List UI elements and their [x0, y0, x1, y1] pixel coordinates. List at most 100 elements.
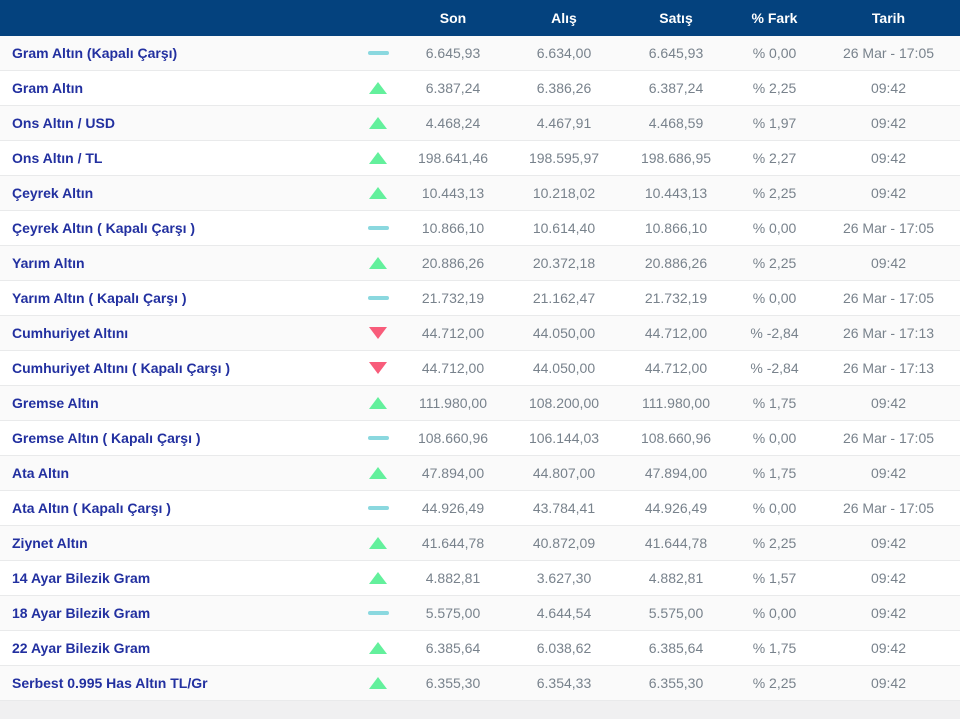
son-value: 47.894,00	[421, 465, 485, 481]
tarih-value: 09:42	[870, 640, 907, 656]
fark-value: % 2,25	[752, 255, 797, 271]
alis-value: 44.050,00	[532, 325, 596, 341]
table-row[interactable]: Yarım Altın 20.886,26 20.372,18 20.886,26 % …	[0, 246, 960, 281]
trend-cell	[358, 642, 398, 654]
son-value: 41.644,78	[421, 535, 485, 551]
table-row[interactable]: 22 Ayar Bilezik Gram 6.385,64 6.038,62 6.38…	[0, 631, 960, 666]
satis-value: 44.712,00	[644, 325, 708, 341]
table-row[interactable]: Ziynet Altın 41.644,78 40.872,09 41.644,78%…	[0, 526, 960, 561]
table-header-row: Son Alış Satış % Fark Tarih	[0, 0, 960, 36]
alis-value: 108.200,00	[528, 395, 600, 411]
alis-value: 40.872,09	[532, 535, 596, 551]
fark-value: % -2,84	[750, 325, 799, 341]
header-alis: Alış	[551, 10, 577, 26]
instrument-name-link[interactable]: Cumhuriyet Altını	[12, 325, 129, 341]
fark-value: % 2,25	[752, 80, 797, 96]
fark-value: % 2,27	[752, 150, 797, 166]
table-row[interactable]: Gremse Altın 111.980,00 108.200,00 111.980,…	[0, 386, 960, 421]
instrument-name-link[interactable]: Gram Altın (Kapalı Çarşı)	[12, 45, 178, 61]
instrument-name-link[interactable]: Yarım Altın ( Kapalı Çarşı )	[12, 290, 187, 306]
trend-flat-icon	[367, 506, 389, 510]
satis-value: 44.926,49	[644, 500, 708, 516]
trend-up-icon	[369, 677, 387, 689]
fark-value: % 1,97	[752, 115, 797, 131]
instrument-name-link[interactable]: Ons Altın / USD	[12, 115, 115, 131]
footer-strip	[0, 701, 960, 719]
tarih-value: 09:42	[870, 535, 907, 551]
trend-cell	[358, 397, 398, 409]
fark-value: % 0,00	[752, 290, 797, 306]
trend-cell	[358, 677, 398, 689]
trend-up-icon	[369, 572, 387, 584]
table-row[interactable]: Gremse Altın ( Kapalı Çarşı ) 108.660,96 1…	[0, 421, 960, 456]
trend-cell	[358, 117, 398, 129]
table-row[interactable]: Gram Altın (Kapalı Çarşı) 6.645,93 6.634,0…	[0, 36, 960, 71]
table-row[interactable]: Ons Altın / USD 4.468,24 4.467,91 4.468,59%…	[0, 106, 960, 141]
table-row[interactable]: Ata Altın ( Kapalı Çarşı ) 44.926,49 43.78…	[0, 491, 960, 526]
satis-value: 20.886,26	[644, 255, 708, 271]
table-row[interactable]: Çeyrek Altın ( Kapalı Çarşı ) 10.866,10 10…	[0, 211, 960, 246]
alis-value: 3.627,30	[536, 570, 592, 586]
trend-up-icon	[369, 152, 387, 164]
trend-up-icon	[369, 257, 387, 269]
table-row[interactable]: 14 Ayar Bilezik Gram 4.882,81 3.627,30 4.88…	[0, 561, 960, 596]
table-row[interactable]: Çeyrek Altın 10.443,13 10.218,02 10.443,13%…	[0, 176, 960, 211]
satis-value: 111.980,00	[642, 395, 710, 411]
trend-cell	[358, 362, 398, 374]
table-row[interactable]: Gram Altın 6.387,24 6.386,26 6.387,24 % 2,25…	[0, 71, 960, 106]
alis-value: 198.595,97	[528, 150, 600, 166]
trend-up-icon	[369, 642, 387, 654]
son-value: 4.882,81	[425, 570, 481, 586]
fark-value: % 2,25	[752, 535, 797, 551]
instrument-name-link[interactable]: 14 Ayar Bilezik Gram	[12, 570, 151, 586]
alis-value: 6.038,62	[536, 640, 592, 656]
trend-cell	[358, 257, 398, 269]
instrument-name-link[interactable]: 18 Ayar Bilezik Gram	[12, 605, 151, 621]
trend-cell	[358, 467, 398, 479]
satis-value: 44.712,00	[644, 360, 708, 376]
alis-value: 4.467,91	[536, 115, 592, 131]
tarih-value: 09:42	[870, 80, 907, 96]
table-row[interactable]: Ata Altın 47.894,00 44.807,00 47.894,00 % 1,…	[0, 456, 960, 491]
trend-cell	[358, 506, 398, 510]
table-row[interactable]: Cumhuriyet Altını 44.712,00 44.050,00 44.71…	[0, 316, 960, 351]
trend-cell	[358, 226, 398, 230]
instrument-name-link[interactable]: Ziynet Altın	[12, 535, 88, 551]
instrument-name-link[interactable]: Ons Altın / TL	[12, 150, 103, 166]
table-row[interactable]: Serbest 0.995 Has Altın TL/Gr 6.355,30 6.3…	[0, 666, 960, 701]
trend-flat-icon	[367, 436, 389, 440]
trend-down-icon	[369, 362, 387, 374]
instrument-name-link[interactable]: Ata Altın	[12, 465, 70, 481]
son-value: 108.660,96	[417, 430, 489, 446]
instrument-name-link[interactable]: Çeyrek Altın ( Kapalı Çarşı )	[12, 220, 196, 236]
alis-value: 4.644,54	[536, 605, 592, 621]
satis-value: 6.385,64	[648, 640, 704, 656]
table-row[interactable]: Ons Altın / TL 198.641,46 198.595,97 198.68…	[0, 141, 960, 176]
trend-up-icon	[369, 537, 387, 549]
tarih-value: 09:42	[870, 675, 907, 691]
instrument-name-link[interactable]: Çeyrek Altın	[12, 185, 94, 201]
tarih-value: 09:42	[870, 115, 907, 131]
table-row[interactable]: Cumhuriyet Altını ( Kapalı Çarşı ) 44.712…	[0, 351, 960, 386]
fark-value: % 0,00	[752, 500, 797, 516]
instrument-name-link[interactable]: Gremse Altın ( Kapalı Çarşı )	[12, 430, 201, 446]
trend-flat-icon	[367, 226, 389, 230]
satis-value: 6.387,24	[648, 80, 704, 96]
instrument-name-link[interactable]: 22 Ayar Bilezik Gram	[12, 640, 151, 656]
fark-value: % 1,75	[752, 395, 797, 411]
instrument-name-link[interactable]: Ata Altın ( Kapalı Çarşı )	[12, 500, 171, 516]
table-row[interactable]: 18 Ayar Bilezik Gram 5.575,00 4.644,54 5.57…	[0, 596, 960, 631]
son-value: 4.468,24	[425, 115, 481, 131]
table-row[interactable]: Yarım Altın ( Kapalı Çarşı ) 21.732,19 21.…	[0, 281, 960, 316]
trend-flat-icon	[367, 611, 389, 615]
instrument-name-link[interactable]: Gram Altın	[12, 80, 84, 96]
son-value: 6.645,93	[425, 45, 481, 61]
instrument-name-link[interactable]: Serbest 0.995 Has Altın TL/Gr	[12, 675, 208, 691]
satis-value: 108.660,96	[640, 430, 712, 446]
alis-value: 10.218,02	[532, 185, 596, 201]
instrument-name-link[interactable]: Gremse Altın	[12, 395, 99, 411]
instrument-name-link[interactable]: Cumhuriyet Altını ( Kapalı Çarşı )	[12, 360, 231, 376]
son-value: 111.980,00	[419, 395, 487, 411]
instrument-name-link[interactable]: Yarım Altın	[12, 255, 85, 271]
